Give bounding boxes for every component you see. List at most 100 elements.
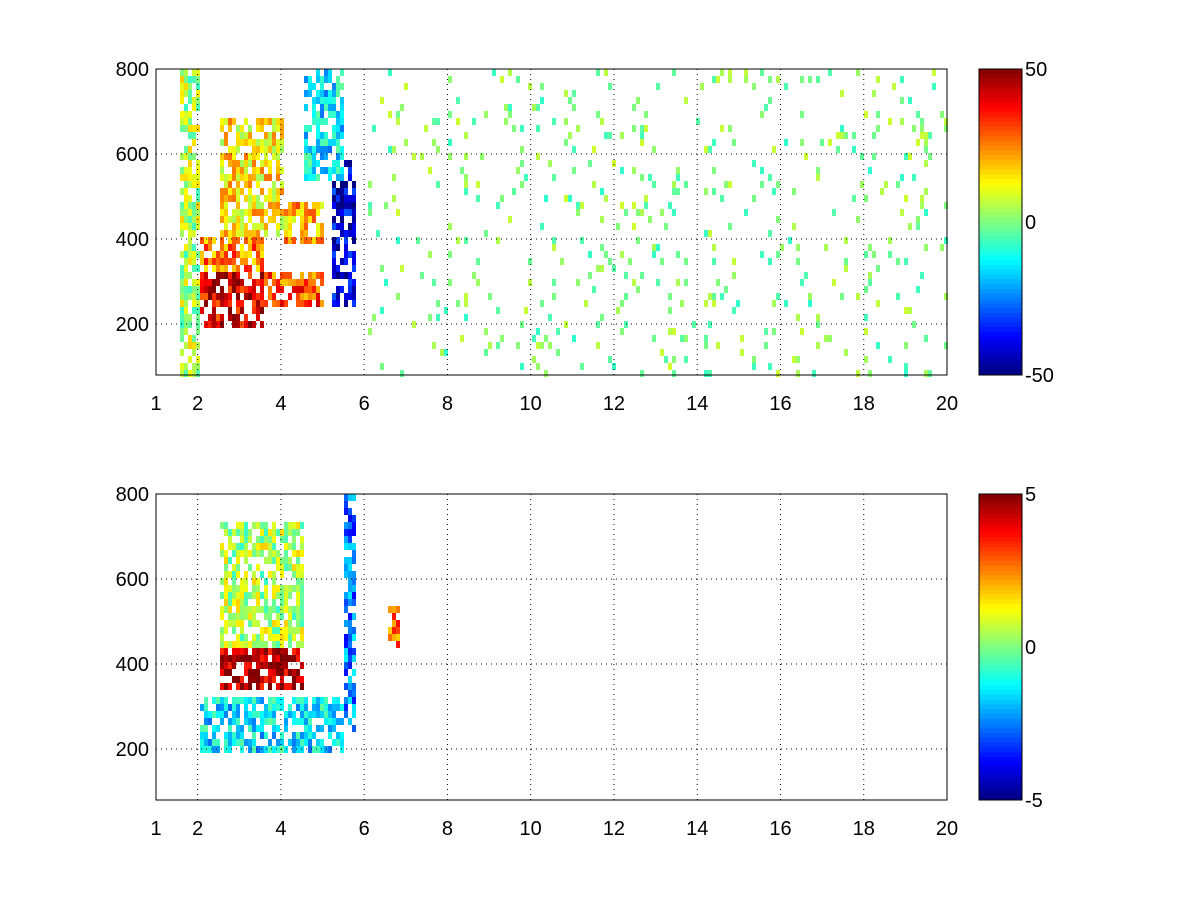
heatmap-cell [284,634,288,641]
heatmap-cell [288,230,292,237]
heatmap-cell [432,118,436,125]
heatmap-cell [212,321,216,328]
heatmap-cell [348,522,352,529]
heatmap-cell [188,223,192,230]
heatmap-cell [800,111,804,118]
heatmap-cell [320,230,324,237]
heatmap-cell [396,118,400,125]
heatmap-cell [256,641,260,648]
heatmap-cell [244,536,248,543]
heatmap-cell [428,167,432,174]
heatmap-cell [312,209,316,216]
heatmap-cell [228,725,232,732]
heatmap-cell [180,202,184,209]
heatmap-cell [220,251,224,258]
heatmap-cell [336,293,340,300]
heatmap-cell [348,279,352,286]
heatmap-cell [328,146,332,153]
heatmap-cell [540,223,544,230]
heatmap-cell [760,167,764,174]
heatmap-cell [324,718,328,725]
heatmap-cell [192,223,196,230]
heatmap-cell [240,536,244,543]
heatmap-cell [304,139,308,146]
heatmap-cell [352,279,356,286]
heatmap-cell [212,732,216,739]
heatmap-cell [220,209,224,216]
heatmap-cell [228,216,232,223]
heatmap-cell [308,160,312,167]
heatmap-cell [272,711,276,718]
heatmap-cell [776,370,780,377]
colorbar-swatch [979,661,1022,667]
heatmap-cell [236,251,240,258]
heatmap-cell [280,209,284,216]
heatmap-cell [256,620,260,627]
heatmap-cell [632,202,636,209]
heatmap-cell [212,314,216,321]
heatmap-cell [500,335,504,342]
heatmap-cell [220,195,224,202]
heatmap-cell [296,676,300,683]
heatmap-cell [268,704,272,711]
heatmap-cell [272,606,276,613]
heatmap-cell [196,223,200,230]
heatmap-cell [268,613,272,620]
heatmap-cell [904,153,908,160]
heatmap-cell [184,181,188,188]
heatmap-cell [240,697,244,704]
heatmap-cell [292,564,296,571]
heatmap-cell [244,522,248,529]
heatmap-cell [260,641,264,648]
heatmap-cell [344,209,348,216]
heatmap-cell [536,104,540,111]
heatmap-cell [236,125,240,132]
heatmap-cell [184,104,188,111]
heatmap-cell [312,746,316,753]
heatmap-cell [268,132,272,139]
heatmap-cell [188,76,192,83]
heatmap-cell [248,697,252,704]
heatmap-cell [352,543,356,550]
heatmap-cell [308,90,312,97]
colorbar-swatch [979,360,1022,366]
heatmap-cell [220,641,224,648]
heatmap-cell [264,606,268,613]
heatmap-cell [928,132,932,139]
heatmap-cell [192,293,196,300]
heatmap-cell [208,244,212,251]
heatmap-cell [224,641,228,648]
heatmap-cell [260,307,264,314]
heatmap-cell [704,335,708,342]
heatmap-cell [236,571,240,578]
colorbar-swatch [979,121,1022,127]
heatmap-cell [304,209,308,216]
heatmap-cell [724,181,728,188]
heatmap-cell [276,188,280,195]
heatmap-cell [332,188,336,195]
heatmap-cell [784,300,788,307]
heatmap-cell [332,300,336,307]
colorbar-swatch [979,255,1022,261]
colorbar-swatch [979,140,1022,146]
grid-top [156,69,947,375]
heatmap-cell [192,76,196,83]
heatmap-cell [200,293,204,300]
heatmap-cell [400,370,404,377]
heatmap-cell [260,160,264,167]
heatmap-cell [240,167,244,174]
heatmap-cell [244,550,248,557]
heatmap-cell [844,349,848,356]
heatmap-cell [276,153,280,160]
heatmap-cell [196,104,200,111]
heatmap-cell [600,118,604,125]
heatmap-cell [864,314,868,321]
heatmap-cell [520,160,524,167]
heatmap-cell [184,363,188,370]
heatmap-cell [904,258,908,265]
heatmap-cell [240,620,244,627]
heatmap-cell [304,146,308,153]
colorbar-swatch [979,560,1022,567]
heatmap-cell [232,732,236,739]
heatmap-cell [352,704,356,711]
